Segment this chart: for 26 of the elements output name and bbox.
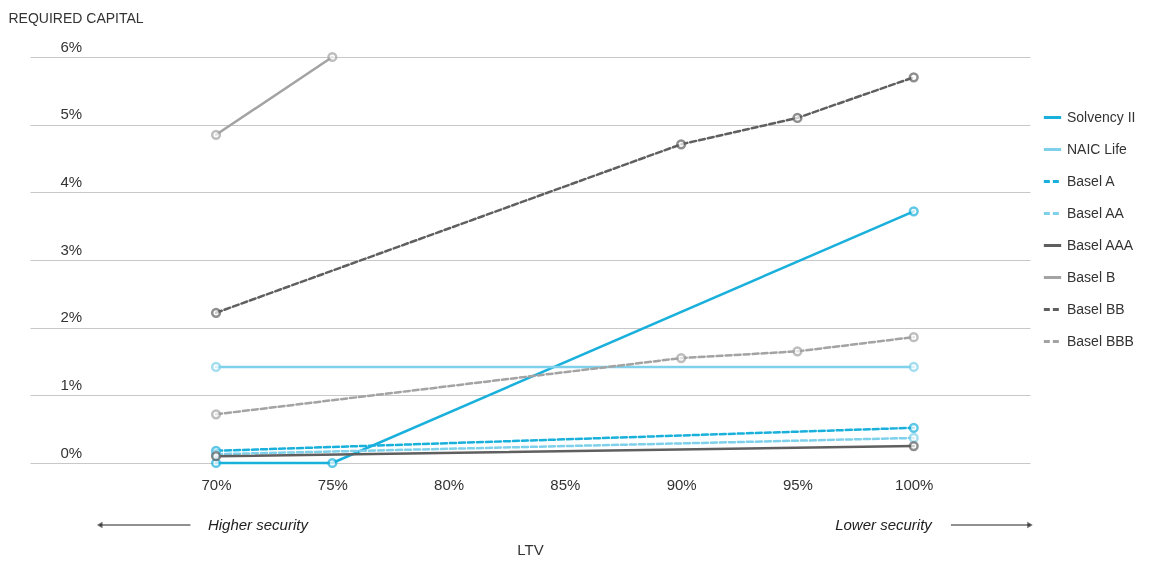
legend-label: Basel BBB — [1067, 332, 1134, 349]
legend-label: Basel AAA — [1067, 236, 1134, 253]
y-tick-label: 1% — [60, 375, 83, 393]
text: Lower security — [835, 516, 934, 533]
y-tick-label: 3% — [60, 240, 83, 258]
y-axis-title: REQUIRED CAPITAL — [8, 9, 144, 26]
x-axis-title: LTV — [517, 540, 544, 558]
legend-label: NAIC Life — [1067, 140, 1128, 157]
x-tick-label: 70% — [201, 475, 232, 493]
y-tick-label: 5% — [60, 105, 83, 123]
text: Higher security — [207, 516, 310, 533]
legend-label: Solvency II — [1067, 108, 1136, 125]
x-tick-label: 85% — [550, 475, 581, 493]
legend-label: Basel BB — [1067, 300, 1125, 317]
y-tick-label: 4% — [60, 172, 83, 190]
x-tick-label: 90% — [666, 475, 697, 493]
y-tick-label: 2% — [60, 308, 83, 326]
x-tick-label: 100% — [895, 475, 934, 493]
legend-label: Basel AA — [1067, 204, 1125, 221]
x-tick-label: 80% — [434, 475, 465, 493]
x-tick-label: 95% — [782, 475, 813, 493]
x-tick-label: 75% — [317, 475, 348, 493]
y-tick-label: 0% — [60, 443, 83, 461]
legend-label: Basel A — [1067, 172, 1116, 189]
legend-label: Basel B — [1067, 268, 1116, 285]
y-tick-label: 6% — [60, 37, 83, 55]
